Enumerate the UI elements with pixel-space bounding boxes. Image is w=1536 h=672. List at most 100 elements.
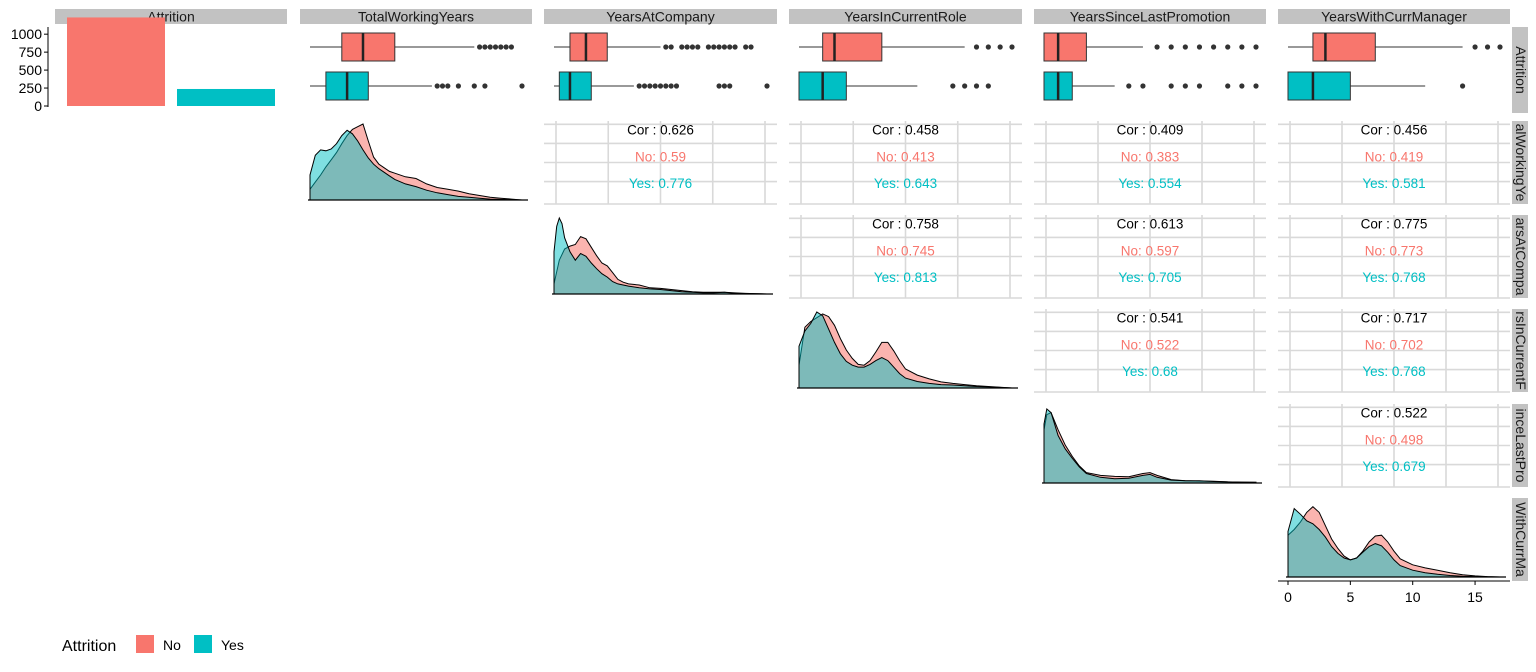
x-axis-tick-label: 10 xyxy=(1405,589,1421,605)
density-yes xyxy=(553,216,768,295)
box-outlier xyxy=(636,83,642,89)
box-outlier xyxy=(1168,44,1174,50)
box-outlier xyxy=(748,44,754,50)
row-strip-label-group: alWorkingYe xyxy=(1513,124,1529,202)
cor-yes-label: Yes: 0.581 xyxy=(1362,176,1425,191)
cor-overall-label: Cor : 0.458 xyxy=(872,122,939,137)
legend-label-no: No xyxy=(163,637,181,653)
row-strip-label-group: WithCurrMa xyxy=(1513,502,1529,577)
box-outlier xyxy=(487,44,493,50)
box-outlier xyxy=(1472,44,1478,50)
box-no xyxy=(341,32,396,62)
row-strip-label: Attrition xyxy=(1513,46,1529,93)
box-outlier xyxy=(668,44,674,50)
box-outlier xyxy=(1182,44,1188,50)
cor-overall-label: Cor : 0.456 xyxy=(1361,122,1428,137)
column-strip xyxy=(1278,9,1510,24)
box-outlier xyxy=(1211,44,1217,50)
cor-overall-label: Cor : 0.717 xyxy=(1361,310,1428,325)
box-outlier xyxy=(950,83,956,89)
box-outlier xyxy=(439,83,446,89)
density-yes xyxy=(1043,407,1257,484)
legend-key-no xyxy=(136,635,154,653)
box-outlier xyxy=(764,83,770,89)
box-outlier xyxy=(673,83,680,89)
box-outlier xyxy=(1196,44,1203,50)
x-axis-tick-label: 15 xyxy=(1467,589,1483,605)
box-outlier xyxy=(689,44,696,50)
box-outlier xyxy=(985,44,991,50)
row-strip xyxy=(1512,27,1528,113)
cor-overall-label: Cor : 0.758 xyxy=(872,216,939,231)
box-outlier xyxy=(716,83,722,89)
attrition-bar-no xyxy=(67,17,165,106)
box-outlier xyxy=(1484,44,1491,50)
box-outlier xyxy=(663,44,669,50)
density-yes xyxy=(798,311,1013,389)
box-outlier xyxy=(1154,44,1160,50)
cor-overall-label: Cor : 0.626 xyxy=(627,122,694,137)
x-axis-tick-label: 5 xyxy=(1346,589,1354,605)
cor-yes-label: Yes: 0.813 xyxy=(874,270,937,285)
row-strip-label: arsAtCompa xyxy=(1513,218,1529,296)
box-outlier xyxy=(705,44,712,50)
box-outlier xyxy=(727,44,733,50)
box-outlier xyxy=(1253,83,1259,89)
row-strip-label-group: rsInCurrentF xyxy=(1513,311,1529,390)
box-outlier xyxy=(695,44,701,50)
box-outlier xyxy=(508,44,514,50)
box-outlier xyxy=(482,83,488,89)
box-outlier xyxy=(716,44,722,50)
box-no xyxy=(1312,32,1376,62)
cor-yes-label: Yes: 0.68 xyxy=(1122,364,1178,379)
box-outlier xyxy=(711,44,717,50)
box-no xyxy=(822,32,883,62)
cor-no-label: No: 0.522 xyxy=(1121,338,1180,353)
cor-yes-label: Yes: 0.768 xyxy=(1362,270,1425,285)
box-outlier xyxy=(657,83,664,89)
attrition-bar-yes xyxy=(177,88,275,106)
attrition-y-tick-label: 750 xyxy=(19,44,43,60)
box-outlier xyxy=(1253,44,1259,50)
row-strip xyxy=(1512,215,1528,298)
cor-no-label: No: 0.59 xyxy=(635,150,686,165)
box-no xyxy=(1043,32,1087,62)
row-strip xyxy=(1512,498,1528,581)
legend-title: Attrition xyxy=(62,638,116,655)
box-outlier xyxy=(1239,83,1245,89)
box-outlier xyxy=(973,83,980,89)
row-strip-label: WithCurrMa xyxy=(1513,502,1529,577)
column-strip xyxy=(789,9,1022,24)
cor-yes-label: Yes: 0.554 xyxy=(1118,176,1182,191)
box-outlier xyxy=(647,83,653,89)
box-outlier xyxy=(985,83,991,89)
cor-no-label: No: 0.597 xyxy=(1121,244,1180,259)
box-outlier xyxy=(503,44,509,50)
column-strip-label: YearsInCurrentRole xyxy=(844,9,967,25)
row-strip-label-group: arsAtCompa xyxy=(1513,218,1529,296)
box-outlier xyxy=(519,83,525,89)
cor-overall-label: Cor : 0.775 xyxy=(1361,216,1428,231)
box-outlier xyxy=(663,83,669,89)
box-outlier xyxy=(1182,83,1188,89)
box-outlier xyxy=(679,44,685,50)
cor-overall-label: Cor : 0.541 xyxy=(1117,310,1184,325)
box-outlier xyxy=(482,44,488,50)
box-outlier xyxy=(652,83,658,89)
box-outlier xyxy=(1168,83,1174,89)
box-outlier xyxy=(1126,83,1132,89)
box-outlier xyxy=(1225,83,1231,89)
legend-key-yes xyxy=(194,635,212,653)
row-strip-label: inceLastPro xyxy=(1513,409,1529,483)
box-outlier xyxy=(997,44,1003,50)
box-outlier xyxy=(641,83,648,89)
cor-yes-label: Yes: 0.705 xyxy=(1118,270,1181,285)
box-outlier xyxy=(1459,83,1466,89)
box-outlier xyxy=(445,83,451,89)
row-strip-label: rsInCurrentF xyxy=(1513,311,1529,390)
box-outlier xyxy=(727,83,733,89)
cor-no-label: No: 0.413 xyxy=(876,150,935,165)
box-outlier xyxy=(1497,44,1503,50)
row-strip-label: alWorkingYe xyxy=(1513,124,1529,202)
box-outlier xyxy=(668,83,674,89)
